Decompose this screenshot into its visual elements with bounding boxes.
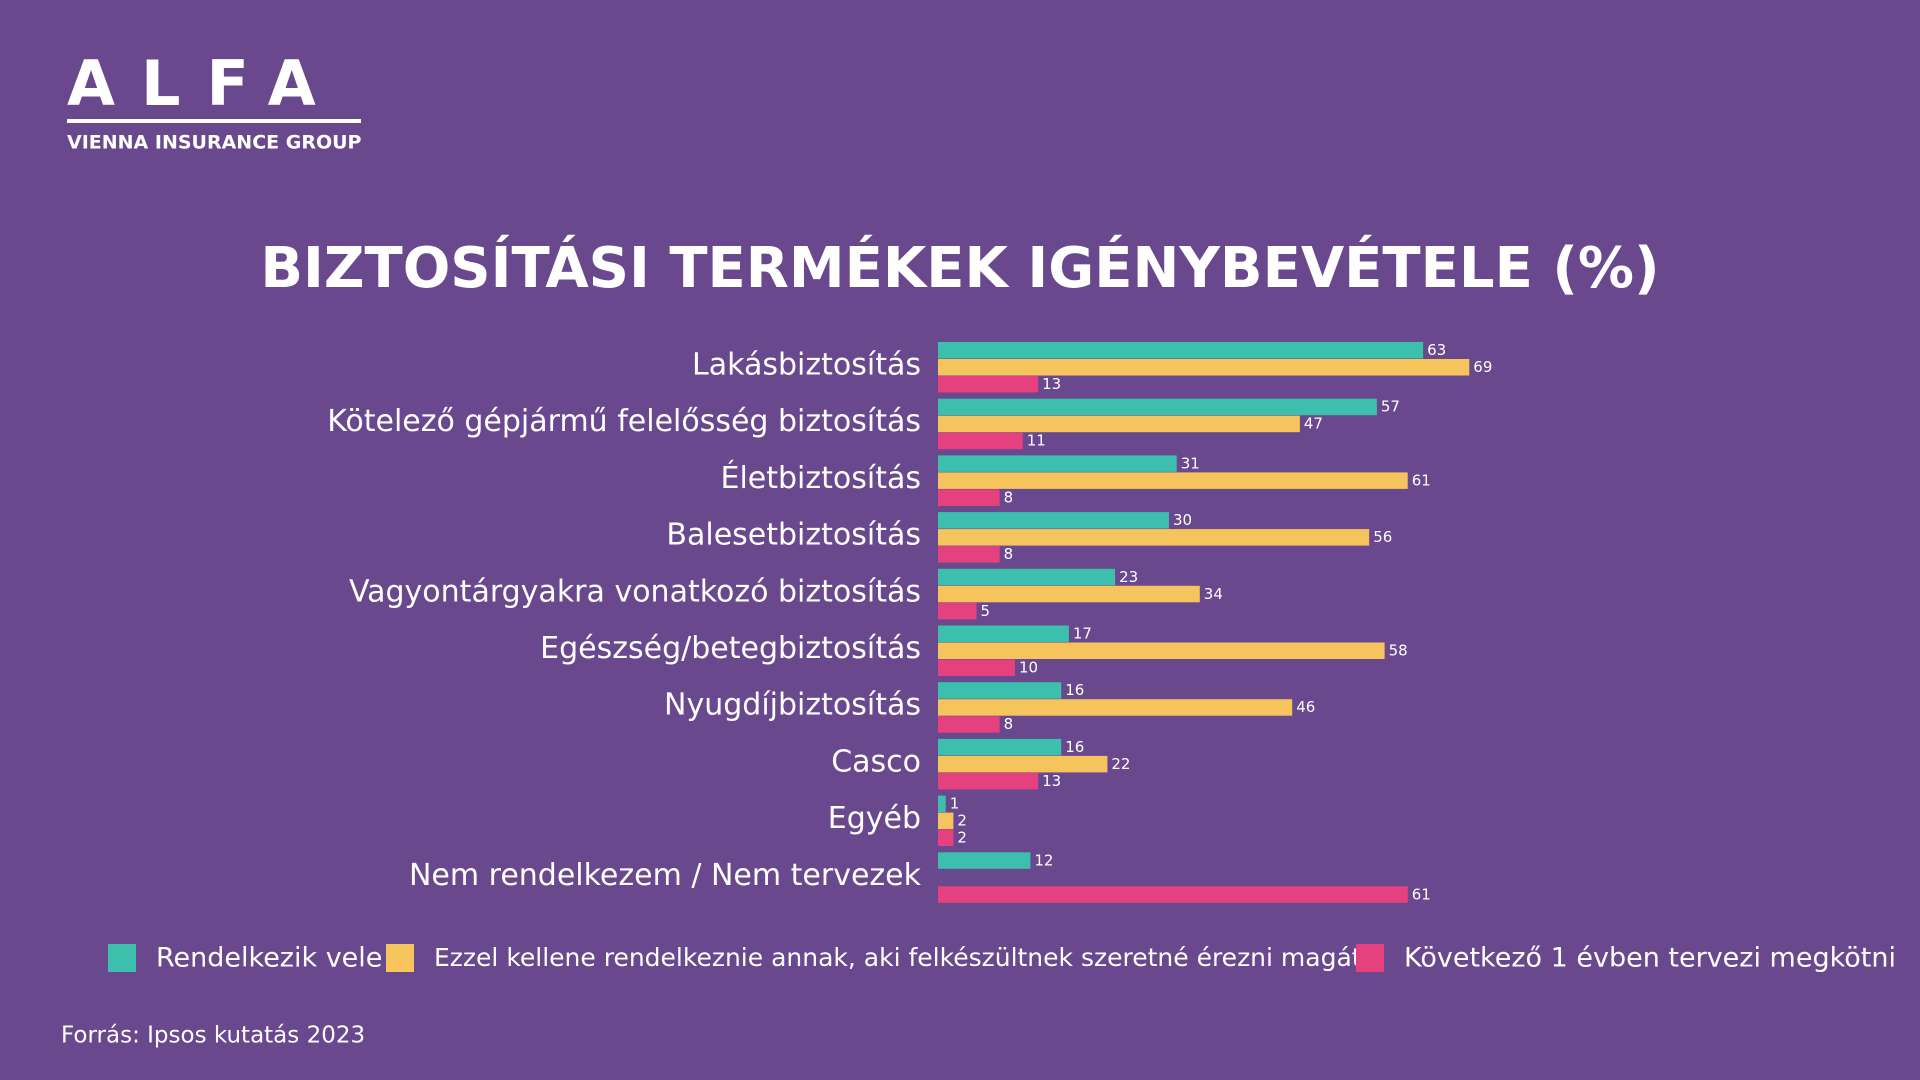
source: Forrás: Ipsos kutatás 2023 bbox=[61, 1023, 365, 1049]
legend-swatch bbox=[108, 944, 136, 972]
logo-rule bbox=[67, 119, 361, 123]
legend-swatch bbox=[1356, 944, 1384, 972]
chart-title: BIZTOSÍTÁSI TERMÉKEK IGÉNYBEVÉTELE (%) bbox=[260, 235, 1659, 301]
legend-label: Ezzel kellene rendelkeznie annak, aki fe… bbox=[434, 943, 1362, 972]
bar bbox=[938, 642, 1385, 659]
bar bbox=[938, 682, 1062, 699]
bar bbox=[938, 625, 1069, 642]
value-label: 34 bbox=[1204, 585, 1223, 603]
bar bbox=[938, 602, 977, 620]
value-label: 61 bbox=[1412, 885, 1431, 903]
value-label: 16 bbox=[1065, 738, 1084, 756]
value-label: 13 bbox=[1042, 375, 1061, 393]
bar bbox=[938, 886, 1408, 903]
value-label: 11 bbox=[1027, 432, 1046, 450]
category-label: Balesetbiztosítás bbox=[666, 518, 921, 553]
bar bbox=[938, 755, 1108, 773]
bar bbox=[938, 772, 1039, 790]
bar bbox=[938, 432, 1023, 450]
bar bbox=[938, 812, 954, 830]
value-label: 13 bbox=[1042, 772, 1061, 790]
value-label: 56 bbox=[1373, 528, 1392, 546]
bar bbox=[938, 659, 1015, 676]
value-label: 30 bbox=[1173, 511, 1192, 529]
value-label: 12 bbox=[1034, 851, 1053, 869]
bar bbox=[938, 342, 1424, 359]
bar bbox=[938, 415, 1300, 433]
category-label: Vagyontárgyakra vonatkozó biztosítás bbox=[349, 574, 921, 609]
value-label: 23 bbox=[1119, 568, 1138, 586]
bar bbox=[938, 359, 1470, 376]
value-label: 46 bbox=[1296, 698, 1315, 716]
category-label: Casco bbox=[831, 744, 921, 779]
category-label: Egyéb bbox=[828, 801, 921, 836]
bar bbox=[938, 546, 1000, 563]
bar bbox=[938, 472, 1408, 489]
value-label: 61 bbox=[1412, 471, 1431, 489]
value-label: 8 bbox=[1004, 715, 1014, 733]
legend-label: Rendelkezik vele bbox=[156, 943, 382, 974]
bar bbox=[938, 716, 1000, 733]
bar bbox=[938, 376, 1039, 393]
bar bbox=[938, 398, 1377, 416]
bar bbox=[938, 512, 1169, 529]
value-label: 5 bbox=[981, 602, 991, 620]
bar bbox=[938, 568, 1116, 586]
bar bbox=[938, 699, 1293, 716]
value-label: 69 bbox=[1473, 358, 1492, 376]
value-label: 2 bbox=[957, 829, 967, 847]
value-label: 57 bbox=[1381, 398, 1400, 416]
value-label: 58 bbox=[1389, 642, 1408, 660]
category-label: Életbiztosítás bbox=[721, 460, 922, 496]
value-label: 22 bbox=[1111, 755, 1130, 773]
bar bbox=[938, 455, 1177, 472]
legend-label: Következő 1 évben tervezi megkötni bbox=[1404, 943, 1896, 974]
bar bbox=[938, 529, 1370, 546]
bar bbox=[938, 852, 1031, 869]
value-label: 8 bbox=[1004, 545, 1014, 563]
value-label: 2 bbox=[957, 812, 967, 830]
legend-swatch bbox=[386, 944, 414, 972]
value-label: 63 bbox=[1427, 341, 1446, 359]
category-label: Egészség/betegbiztosítás bbox=[540, 631, 921, 666]
value-label: 47 bbox=[1304, 415, 1323, 433]
value-label: 17 bbox=[1073, 625, 1092, 643]
bar bbox=[938, 585, 1200, 603]
bar bbox=[938, 489, 1000, 506]
bar bbox=[938, 829, 954, 847]
logo-subtitle: VIENNA INSURANCE GROUP bbox=[67, 132, 362, 154]
category-label: Nyugdíjbiztosítás bbox=[664, 688, 921, 723]
bar bbox=[938, 795, 946, 813]
bar bbox=[938, 738, 1062, 756]
value-label: 10 bbox=[1019, 659, 1038, 677]
value-label: 31 bbox=[1181, 454, 1200, 472]
category-label: Nem rendelkezem / Nem tervezek bbox=[409, 858, 922, 893]
category-label: Kötelező gépjármű felelősség biztosítás bbox=[327, 404, 921, 439]
value-label: 16 bbox=[1065, 681, 1084, 699]
logo-name: ALFA bbox=[67, 47, 342, 120]
category-label: Lakásbiztosítás bbox=[692, 348, 921, 383]
value-label: 8 bbox=[1004, 488, 1014, 506]
value-label: 1 bbox=[950, 795, 960, 813]
